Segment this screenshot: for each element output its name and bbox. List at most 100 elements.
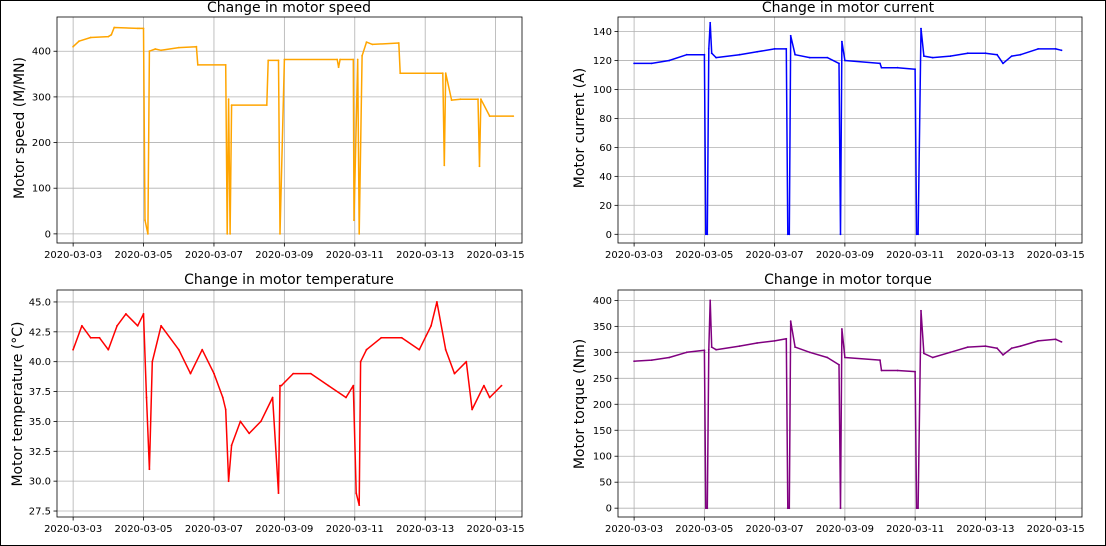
data-point bbox=[78, 40, 80, 43]
chart-title: Change in motor current bbox=[762, 0, 935, 16]
data-point bbox=[154, 48, 157, 50]
data-point bbox=[923, 352, 925, 355]
y-tick-label: 0 bbox=[606, 230, 612, 241]
y-tick-label: 50 bbox=[599, 478, 612, 489]
data-point bbox=[151, 360, 154, 363]
data-point bbox=[841, 328, 843, 330]
y-tick-label: 40.0 bbox=[29, 357, 51, 368]
data-point bbox=[773, 48, 776, 50]
x-tick-label: 2020-03-07 bbox=[746, 524, 804, 535]
data-point bbox=[931, 356, 934, 359]
data-point bbox=[336, 58, 339, 61]
data-point bbox=[650, 62, 653, 65]
x-tick-label: 2020-03-13 bbox=[956, 524, 1014, 535]
y-tick-label: 120 bbox=[593, 56, 612, 67]
data-point bbox=[430, 324, 432, 327]
data-point bbox=[248, 432, 251, 435]
data-point bbox=[710, 52, 713, 55]
data-point bbox=[996, 53, 998, 56]
y-tick-label: 32.5 bbox=[29, 447, 51, 458]
series-line bbox=[634, 299, 1062, 509]
data-point bbox=[196, 64, 199, 66]
data-point bbox=[352, 58, 355, 61]
y-tick-label: 42.5 bbox=[29, 327, 51, 338]
data-point bbox=[361, 54, 363, 57]
data-point bbox=[896, 66, 899, 69]
data-point bbox=[773, 340, 776, 342]
y-tick-label: 200 bbox=[593, 400, 612, 411]
data-point bbox=[668, 356, 671, 359]
y-tick-label: 35.0 bbox=[29, 417, 51, 428]
data-point bbox=[345, 396, 347, 399]
x-tick-label: 2020-03-03 bbox=[605, 250, 663, 261]
x-tick-label: 2020-03-09 bbox=[816, 250, 874, 261]
chart-title: Change in motor temperature bbox=[184, 272, 394, 288]
data-point bbox=[450, 99, 453, 101]
data-point bbox=[279, 384, 281, 387]
data-point bbox=[359, 360, 362, 363]
data-point bbox=[920, 309, 922, 312]
y-tick-label: 200 bbox=[32, 138, 51, 149]
data-point bbox=[177, 46, 180, 49]
data-point bbox=[710, 346, 713, 348]
y-tick-label: 300 bbox=[593, 348, 612, 359]
data-point bbox=[471, 408, 473, 411]
x-tick-label: 2020-03-13 bbox=[956, 250, 1014, 261]
data-point bbox=[110, 33, 113, 36]
data-point bbox=[444, 348, 447, 351]
data-point bbox=[260, 420, 262, 423]
data-point bbox=[227, 98, 230, 101]
data-point bbox=[685, 351, 688, 354]
x-tick-label: 2020-03-03 bbox=[44, 250, 102, 261]
data-point bbox=[650, 359, 653, 361]
data-point bbox=[880, 66, 883, 69]
motor-speed-chart: Change in motor speed Motor speed (M/MN)… bbox=[12, 0, 525, 261]
y-tick-label: 0 bbox=[606, 504, 612, 515]
x-tick-label: 2020-03-11 bbox=[886, 250, 944, 261]
data-point bbox=[280, 384, 283, 387]
data-point bbox=[356, 58, 359, 61]
data-point bbox=[480, 98, 482, 101]
x-tick-label: 2020-03-09 bbox=[255, 524, 313, 535]
data-point bbox=[1019, 53, 1022, 56]
data-point bbox=[339, 58, 341, 61]
data-point bbox=[1019, 345, 1022, 347]
data-point bbox=[794, 53, 796, 56]
data-point bbox=[914, 370, 916, 373]
x-tick-label: 2020-03-11 bbox=[886, 524, 944, 535]
data-point bbox=[879, 62, 881, 65]
x-tick-label: 2020-03-13 bbox=[396, 524, 454, 535]
data-point bbox=[788, 507, 791, 510]
data-point bbox=[230, 444, 233, 447]
y-tick-label: 250 bbox=[593, 374, 612, 385]
data-point bbox=[89, 36, 92, 39]
data-point bbox=[706, 233, 709, 236]
data-point bbox=[477, 98, 479, 101]
data-point bbox=[72, 348, 74, 351]
data-point bbox=[1060, 49, 1063, 52]
data-point bbox=[177, 348, 180, 351]
data-point bbox=[98, 336, 101, 339]
y-tick-label: 40 bbox=[599, 172, 612, 183]
data-point bbox=[353, 219, 355, 222]
x-tick-label: 2020-03-07 bbox=[746, 250, 804, 261]
data-point bbox=[915, 233, 918, 236]
data-point bbox=[1054, 338, 1057, 341]
data-point bbox=[142, 313, 145, 315]
data-point bbox=[142, 27, 145, 30]
data-point bbox=[444, 72, 447, 75]
data-point bbox=[148, 50, 151, 53]
data-point bbox=[826, 56, 829, 59]
y-tick-label: 400 bbox=[32, 47, 51, 58]
y-tick-label: 100 bbox=[32, 184, 51, 195]
data-point bbox=[148, 468, 151, 471]
data-point bbox=[841, 40, 843, 43]
y-tick-label: 30.0 bbox=[29, 477, 51, 488]
x-tick-label: 2020-03-05 bbox=[114, 250, 172, 261]
data-point bbox=[756, 50, 758, 53]
data-point bbox=[756, 342, 758, 344]
x-tick-label: 2020-03-07 bbox=[185, 250, 243, 261]
data-point bbox=[271, 396, 274, 399]
data-point bbox=[715, 56, 717, 59]
